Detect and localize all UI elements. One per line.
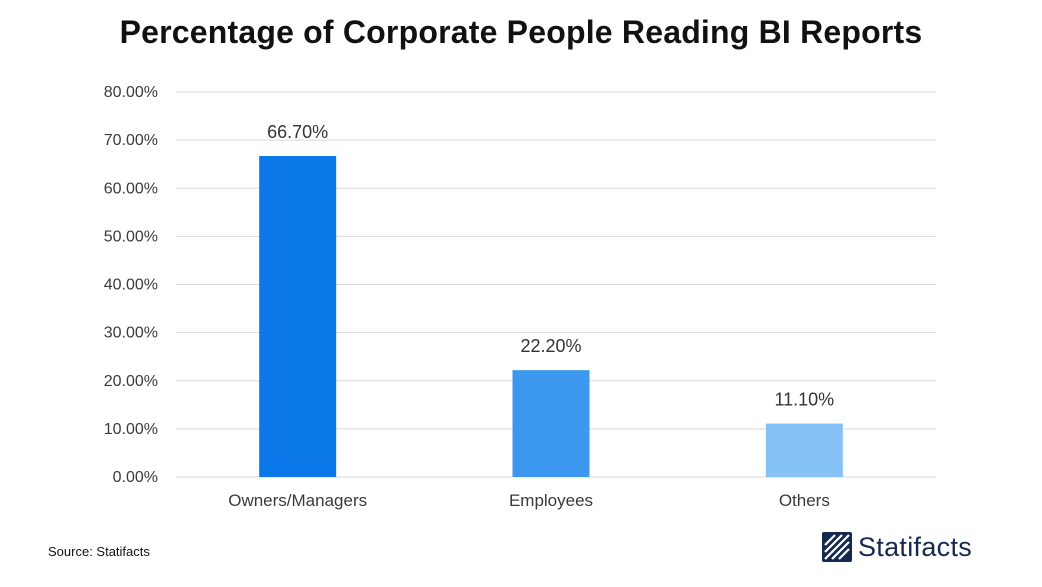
source-note: Source: Statifacts [48, 544, 150, 559]
y-tick-label: 60.00% [104, 180, 158, 197]
y-tick-label: 30.00% [104, 325, 158, 342]
x-axis-categories: Owners/Managers Employees Others [228, 491, 830, 510]
y-tick-label: 70.00% [104, 132, 158, 149]
y-axis-ticks: 0.00% 10.00% 20.00% 30.00% 40.00% 50.00% 60.00… [104, 84, 158, 486]
statifacts-logo-icon [822, 532, 852, 562]
x-category-label: Owners/Managers [228, 491, 367, 510]
data-label: 66.70% [267, 122, 328, 142]
x-category-label: Employees [509, 491, 593, 510]
brand-name: Statifacts [858, 532, 972, 563]
y-tick-label: 40.00% [104, 277, 158, 294]
bar-employees [513, 370, 590, 477]
brand-logo: Statifacts [822, 530, 972, 564]
y-tick-label: 50.00% [104, 228, 158, 245]
y-tick-label: 0.00% [113, 469, 158, 486]
y-tick-label: 80.00% [104, 84, 158, 101]
data-label: 22.20% [520, 336, 581, 356]
y-tick-label: 10.00% [104, 421, 158, 438]
data-label: 11.10% [774, 390, 834, 410]
x-category-label: Others [779, 491, 830, 510]
y-tick-label: 20.00% [104, 373, 158, 390]
data-labels: 66.70% 22.20% 11.10% [267, 122, 834, 410]
bar-others [766, 424, 843, 477]
bar-owners-managers [259, 156, 336, 477]
